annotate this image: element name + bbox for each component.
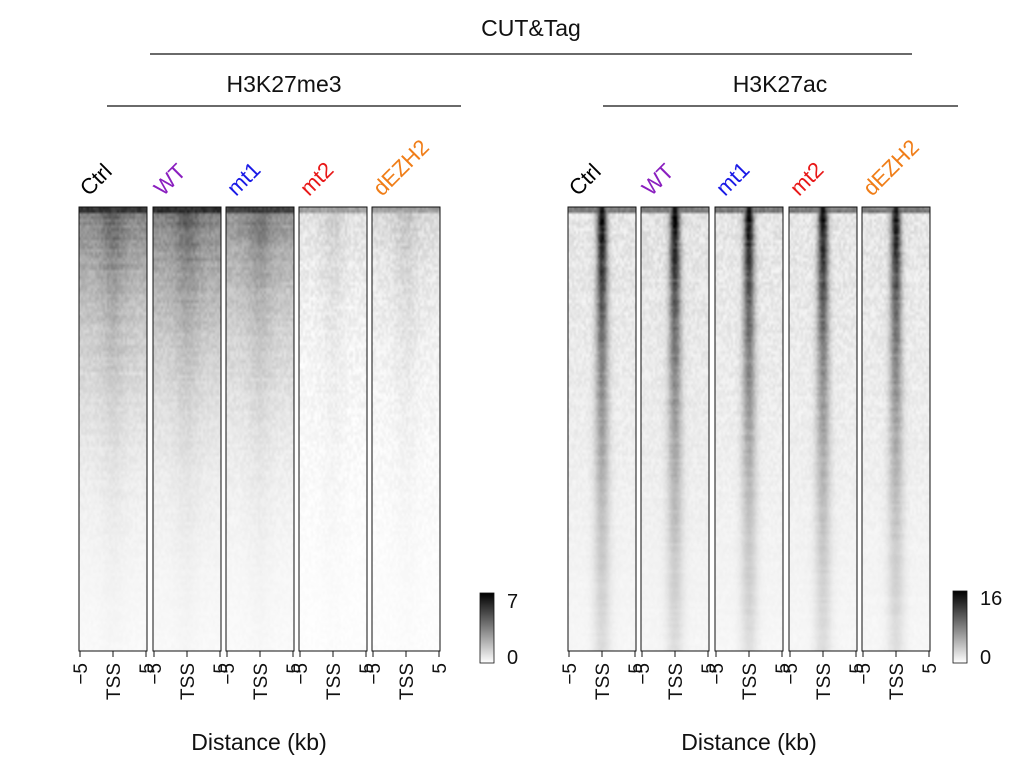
heatmap-h3k27me3-dezh2: dEZH2 −5 TSS 5	[364, 134, 451, 700]
heatmap-h3k27me3-wt: WT −5 TSS 5	[145, 159, 232, 700]
x-tick-label: 5	[699, 663, 720, 674]
sample-label-dezh2: dEZH2	[368, 134, 434, 200]
x-tick-label: 5	[920, 663, 941, 674]
x-tick-label: TSS	[397, 663, 418, 700]
sample-label-mt1: mt1	[222, 157, 266, 201]
heatmap-h3k27me3-ctrl: Ctrl −5 TSS 5	[71, 159, 158, 700]
x-tick-label: −5	[633, 663, 654, 685]
heatmap-image	[226, 207, 294, 651]
x-tick-label: −5	[291, 663, 312, 685]
colorbar-min-label-h3k27me3: 0	[507, 647, 518, 669]
colorbar-h3k27me3: 7 0	[479, 591, 518, 669]
x-tick-label: 5	[137, 663, 158, 674]
heatmap-h3k27ac-dezh2: dEZH2 −5 TSS 5	[854, 134, 941, 700]
colorbar-max-label-h3k27ac: 16	[980, 588, 1002, 610]
colorbar-h3k27ac: 16 0	[952, 588, 1002, 669]
x-tick-label: −5	[71, 663, 92, 685]
sample-label-mt1: mt1	[711, 157, 755, 201]
x-tick-label: 5	[847, 663, 868, 674]
x-tick-label: 5	[357, 663, 378, 674]
heatmap-h3k27ac-mt2: mt2 −5 TSS 5	[781, 157, 868, 700]
x-tick-label: −5	[364, 663, 385, 685]
heatmap-h3k27me3-mt2: mt2 −5 TSS 5	[291, 157, 378, 700]
heatmap-image	[862, 207, 930, 651]
sample-label-mt2: mt2	[785, 157, 829, 201]
heatmap-h3k27ac-wt: WT −5 TSS 5	[633, 159, 720, 700]
x-tick-label: −5	[781, 663, 802, 685]
figure-header: CUT&Tag	[481, 15, 581, 41]
x-tick-label: −5	[560, 663, 581, 685]
sample-label-ctrl: Ctrl	[564, 159, 606, 201]
x-tick-label: 5	[430, 663, 451, 674]
x-tick-label: TSS	[251, 663, 272, 700]
sample-label-dezh2: dEZH2	[858, 134, 924, 200]
x-tick-label: −5	[145, 663, 166, 685]
x-tick-label: 5	[211, 663, 232, 674]
x-tick-label: TSS	[814, 663, 835, 700]
x-tick-label: TSS	[178, 663, 199, 700]
heatmap-image	[789, 207, 857, 651]
x-tick-label: −5	[854, 663, 875, 685]
sample-label-ctrl: Ctrl	[75, 159, 117, 201]
x-tick-label: TSS	[740, 663, 761, 700]
heatmap-image	[153, 207, 221, 651]
heatmap-image	[372, 207, 440, 651]
colorbar-min-label-h3k27ac: 0	[980, 647, 991, 669]
colorbar-gradient-h3k27me3	[479, 592, 495, 664]
panel-title-h3k27ac: H3K27ac	[733, 71, 828, 97]
x-axis-label-h3k27ac: Distance (kb)	[681, 729, 816, 755]
heatmap-image	[568, 207, 636, 651]
x-tick-label: −5	[218, 663, 239, 685]
heatmap-image	[715, 207, 783, 651]
x-tick-label: −5	[707, 663, 728, 685]
heatmap-image	[299, 207, 367, 651]
x-tick-label: 5	[284, 663, 305, 674]
sample-label-mt2: mt2	[295, 157, 339, 201]
heatmap-image	[641, 207, 709, 651]
heatmap-h3k27ac-mt1: mt1 −5 TSS 5	[707, 157, 794, 700]
x-axis-label-h3k27me3: Distance (kb)	[191, 729, 326, 755]
x-tick-label: 5	[626, 663, 647, 674]
sample-label-wt: WT	[637, 159, 679, 201]
x-tick-label: TSS	[324, 663, 345, 700]
colorbar-gradient-h3k27ac	[952, 590, 968, 664]
heatmap-image	[79, 207, 147, 651]
panel-title-h3k27me3: H3K27me3	[226, 71, 341, 97]
x-tick-label: TSS	[887, 663, 908, 700]
x-tick-label: TSS	[593, 663, 614, 700]
heatmap-h3k27ac-ctrl: Ctrl −5 TSS 5	[560, 159, 647, 700]
sample-label-wt: WT	[149, 159, 191, 201]
heatmap-h3k27me3-mt1: mt1 −5 TSS 5	[218, 157, 305, 700]
colorbar-max-label-h3k27me3: 7	[507, 591, 518, 613]
x-tick-label: TSS	[104, 663, 125, 700]
x-tick-label: 5	[773, 663, 794, 674]
x-tick-label: TSS	[666, 663, 687, 700]
